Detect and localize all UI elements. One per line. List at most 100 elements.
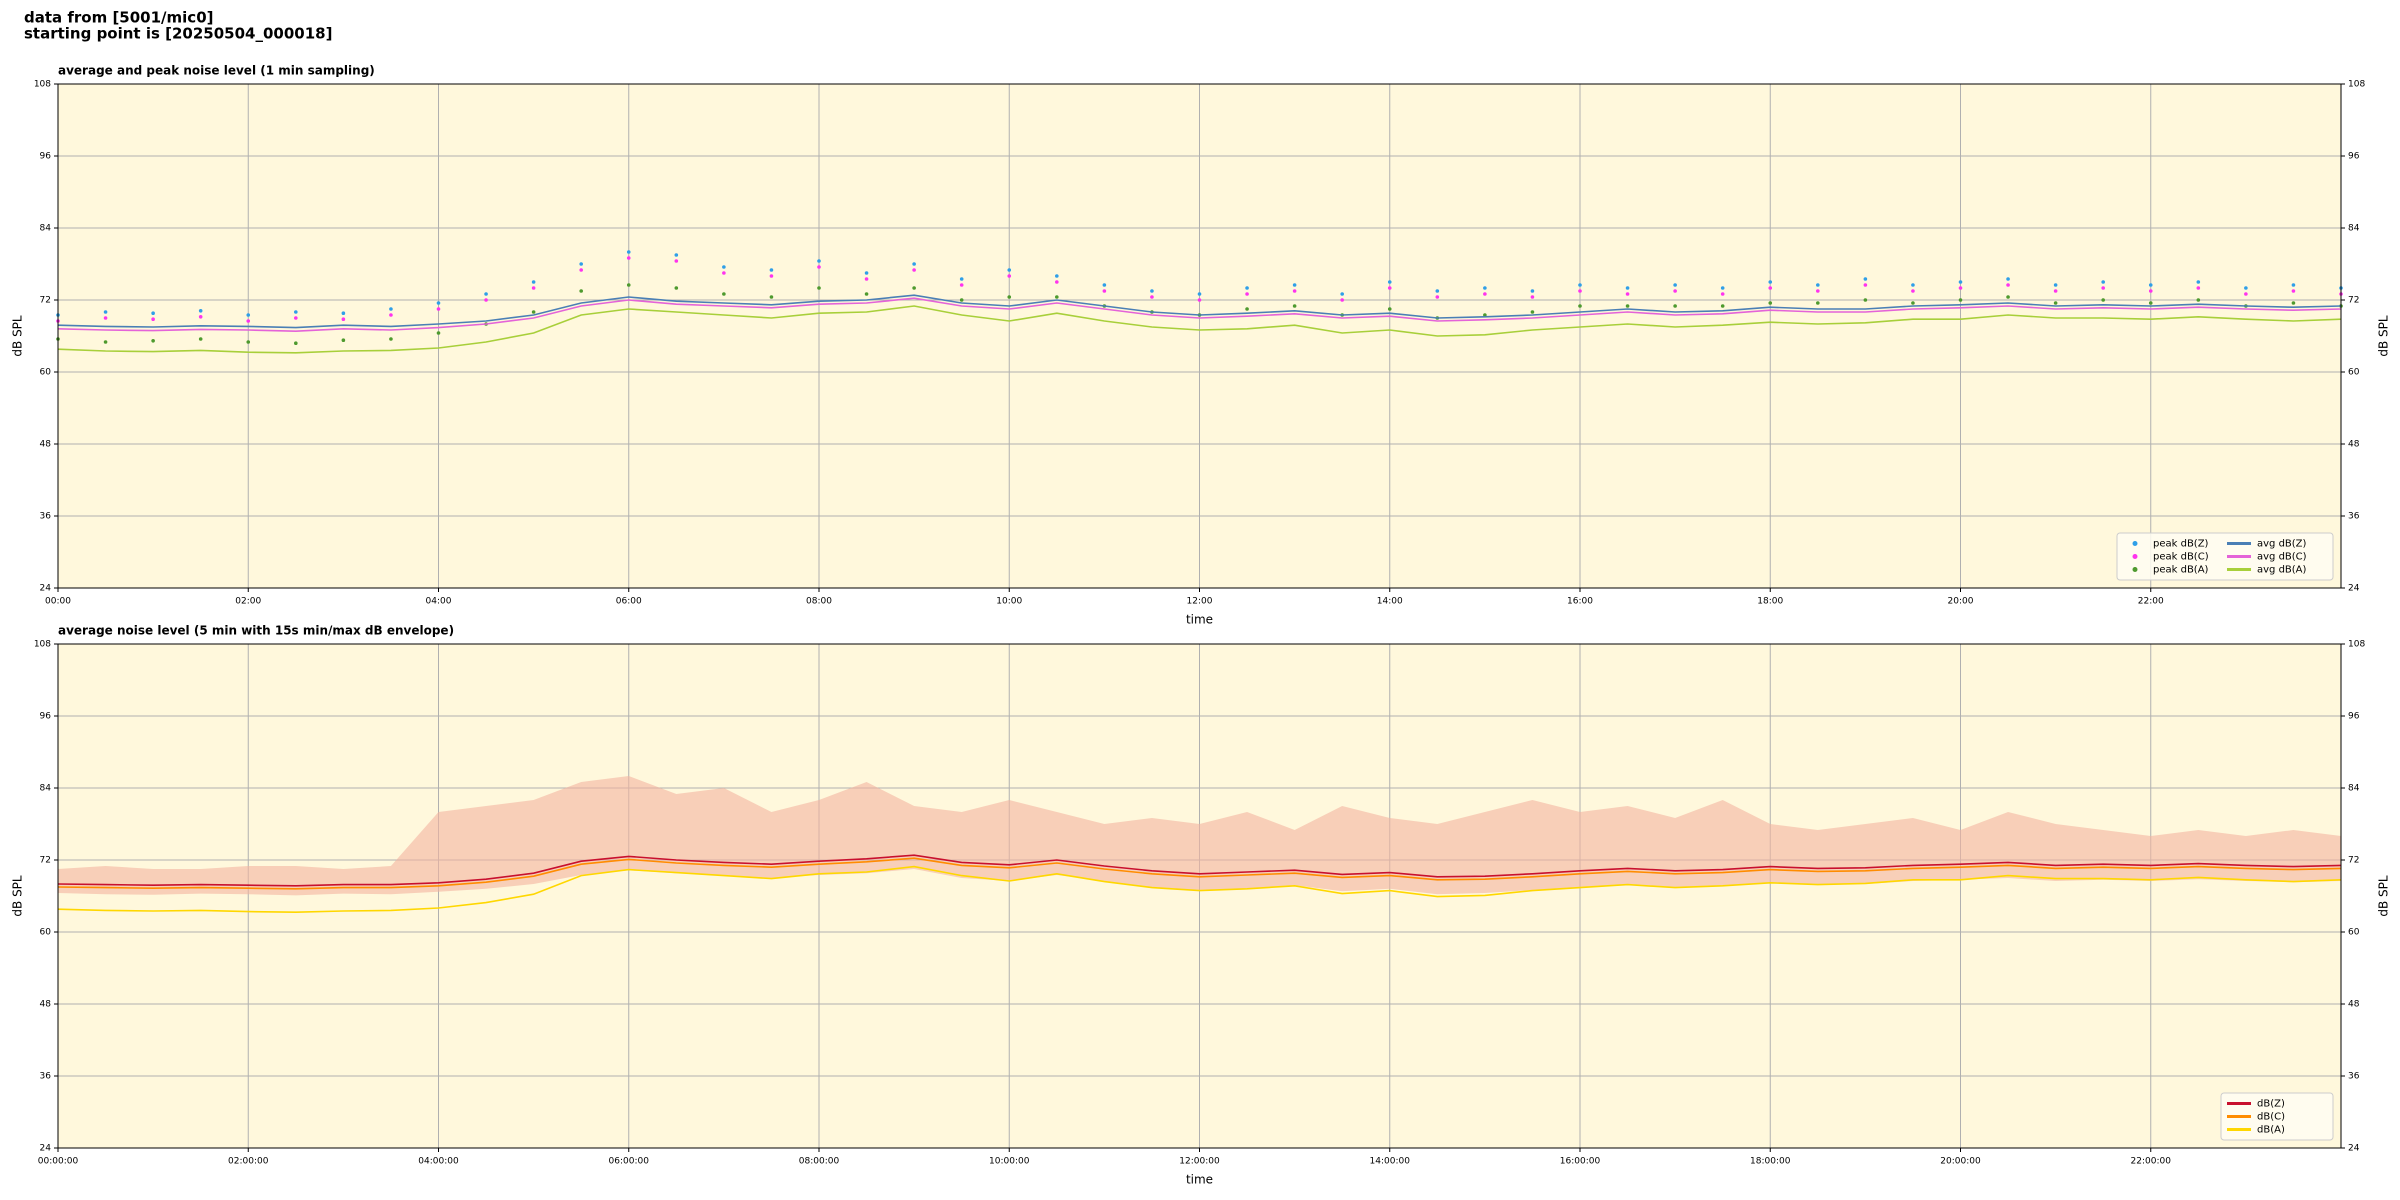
chart-title: average and peak noise level (1 min samp… [58,64,375,78]
chart-title: average noise level (5 min with 15s min/… [58,624,454,638]
peak-dot [103,310,108,314]
peak-dot [864,277,869,281]
peak-dot [2244,286,2248,290]
peak-dot [1340,298,1344,302]
peak-dot [959,277,964,281]
peak-dot [1007,268,1012,272]
peak-dot [2006,283,2010,287]
peak-dot [2148,283,2153,287]
y-tick-label: 36 [40,1072,52,1082]
y-tick-label: 48 [40,440,52,450]
peak-dot [1625,304,1630,308]
peak-dot [1911,301,1915,305]
peak-dot [1197,292,1202,296]
peak-dot [2101,286,2105,290]
peak-dot [1673,283,1677,287]
legend-swatch [2132,567,2138,572]
peak-dot [198,337,203,341]
x-tick-label: 02:00:00 [228,1157,269,1167]
y-tick-label: 84 [40,224,52,234]
legend-label: peak dB(A) [2153,565,2209,576]
peak-dot [1673,289,1677,293]
x-tick-label: 12:00 [1187,597,1213,607]
peak-dot [1958,298,1963,302]
peak-dot [1863,283,1868,287]
x-axis-label: time [1186,613,1213,627]
x-axis-label: time [1186,1173,1213,1187]
x-tick-label: 22:00:00 [2131,1157,2172,1167]
peak-dot [579,262,583,266]
envelope-area [58,776,2341,896]
peak-dot [1292,283,1297,287]
series-line [57,857,2342,890]
x-tick-label: 10:00 [996,597,1022,607]
peak-dot [1340,292,1344,296]
peak-dot [1150,295,1154,299]
peak-dot [294,341,298,346]
peak-dot [1958,280,1963,284]
peak-dot [2053,301,2058,305]
peak-dot [2196,280,2201,284]
peak-dot [2006,295,2010,299]
y-tick-label-right: 72 [2348,296,2359,306]
x-tick-label: 08:00:00 [799,1157,840,1167]
peak-dot [626,283,631,287]
peak-dot [626,256,631,260]
peak-dot [674,259,679,263]
legend-label: peak dB(C) [2153,552,2209,563]
peak-dot [817,286,821,290]
y-axis-label-right: dB SPL [2377,315,2391,357]
peak-dot [389,307,393,311]
x-tick-label: 04:00 [426,597,452,607]
series-line [57,305,2342,354]
peak-dot [1816,289,1820,293]
y-tick-label: 48 [40,1000,52,1010]
peak-dot [1578,304,1582,308]
y-tick-label: 60 [40,368,52,378]
y-tick-label-right: 84 [2348,224,2360,234]
peak-dot [1435,295,1440,299]
peak-dot [531,310,536,314]
peak-dot [103,316,108,320]
peak-dot [1768,280,1773,284]
peak-dot [912,286,916,290]
header-line: starting point is [20250504_000018] [24,25,332,43]
peak-dot [722,265,726,269]
peak-dot [1055,295,1059,299]
peak-dot [151,317,155,322]
peak-dot [2196,286,2201,290]
peak-dot [1055,274,1059,278]
plot-frame [57,643,2342,1149]
peak-dot [769,268,774,272]
peak-dot [1530,295,1535,299]
x-tick-label: 00:00 [45,597,71,607]
y-tick-label-right: 24 [2348,584,2360,594]
peak-dot [246,319,251,323]
x-tick-label: 22:00 [2138,597,2164,607]
peak-dot [1911,283,1915,287]
peak-dot [246,340,251,344]
peak-dot [579,268,583,272]
y-tick-label: 96 [40,152,52,162]
peak-dot [531,286,536,290]
peak-dot [912,262,916,266]
x-tick-label: 00:00:00 [38,1157,79,1167]
peak-dot [531,280,536,284]
header-line: data from [5001/mic0] [24,9,214,27]
legend-label: avg dB(C) [2257,552,2307,563]
peak-dot [294,310,298,314]
peak-dot [2291,301,2296,305]
peak-dot [246,313,251,317]
peak-dot [1483,286,1487,290]
peak-dot [2053,283,2058,287]
x-tick-label: 02:00 [235,597,261,607]
peak-dot [2053,289,2058,293]
peak-dot [1102,289,1107,293]
x-tick-label: 16:00 [1567,597,1593,607]
peak-dot [103,340,108,344]
peak-dot [674,286,679,290]
y-axis-label-right: dB SPL [2377,875,2391,917]
peak-dot [151,311,155,316]
y-tick-label-right: 108 [2348,640,2365,650]
